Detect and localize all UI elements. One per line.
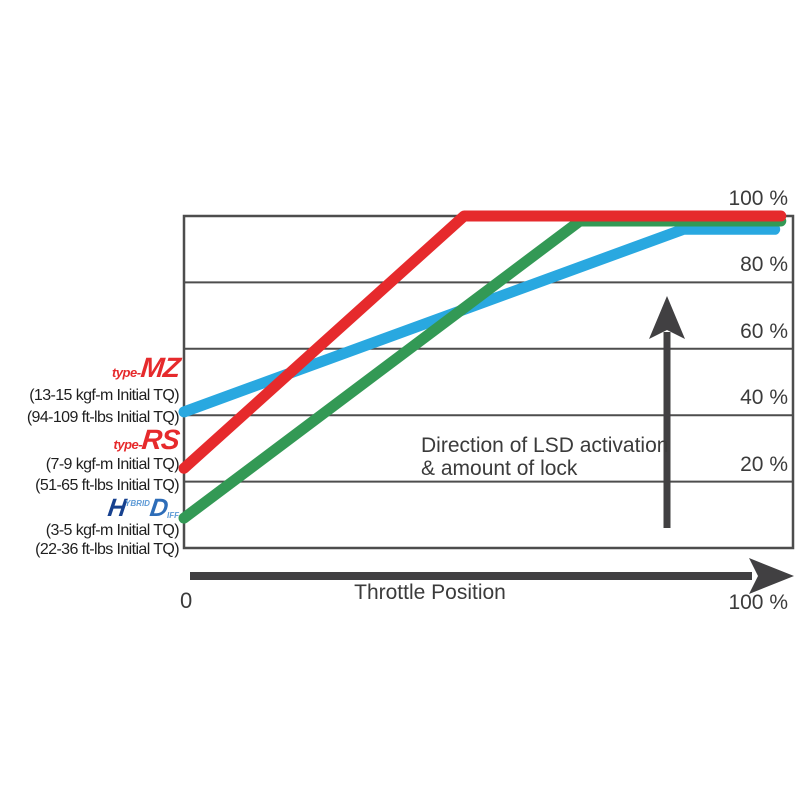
hybrid-diff-logo-h: H — [106, 494, 128, 522]
y-tick-label-100: 100 % — [728, 187, 788, 210]
hybrid-diff-logo-d: D — [148, 494, 170, 522]
hybrid-diff-logo-iff: IFF — [167, 511, 179, 520]
type-mz-prefix-label: type- — [112, 365, 141, 380]
type-rs-prefix-label: type- — [113, 437, 143, 452]
x-axis-title: Throttle Position — [354, 581, 506, 604]
series-line-type-rs — [178, 210, 787, 474]
type-mz-initial-tq-ftlbs: (94-109 ft-lbs Initial TQ) — [26, 409, 180, 426]
y-tick-label-80: 80 % — [740, 253, 788, 277]
y-tick-label-60: 60 % — [740, 319, 788, 343]
x-tick-hundred: 100 % — [728, 591, 788, 614]
hybrid-diff-initial-tq-kgfm: (3-5 kgf-m Initial TQ) — [45, 522, 180, 539]
type-rs-logo: RS — [140, 424, 181, 455]
legend-brand-hybrid-diff: HYBRIDDIFF — [0, 494, 179, 523]
series-line-type-mz — [178, 223, 781, 418]
type-rs-initial-tq-ftlbs: (51-65 ft-lbs Initial TQ) — [35, 477, 179, 494]
legend-brand-type-mz: type-MZ — [0, 352, 181, 384]
direction-annotation-line1: Direction of LSD activation — [421, 434, 669, 457]
up-arrow-icon — [649, 296, 685, 339]
type-rs-initial-tq-kgfm: (7-9 kgf-m Initial TQ) — [45, 456, 180, 473]
direction-annotation-line2: & amount of lock — [421, 456, 578, 480]
legend-brand-type-rs: type-RS — [0, 424, 181, 456]
right-arrow-icon — [749, 558, 794, 594]
type-mz-initial-tq-kgfm: (13-15 kgf-m Initial TQ) — [29, 387, 179, 404]
direction-annotation: Direction of LSD activation & amount of … — [421, 434, 669, 480]
hybrid-diff-logo-ybrid: YBRID — [125, 499, 150, 508]
y-tick-label-40: 40 % — [740, 386, 788, 410]
y-tick-label-20: 20 % — [740, 452, 788, 476]
hybrid-diff-initial-tq-ftlbs: (22-36 ft-lbs Initial TQ) — [35, 541, 179, 558]
type-mz-logo: MZ — [138, 352, 181, 383]
x-tick-zero: 0 — [180, 588, 193, 613]
